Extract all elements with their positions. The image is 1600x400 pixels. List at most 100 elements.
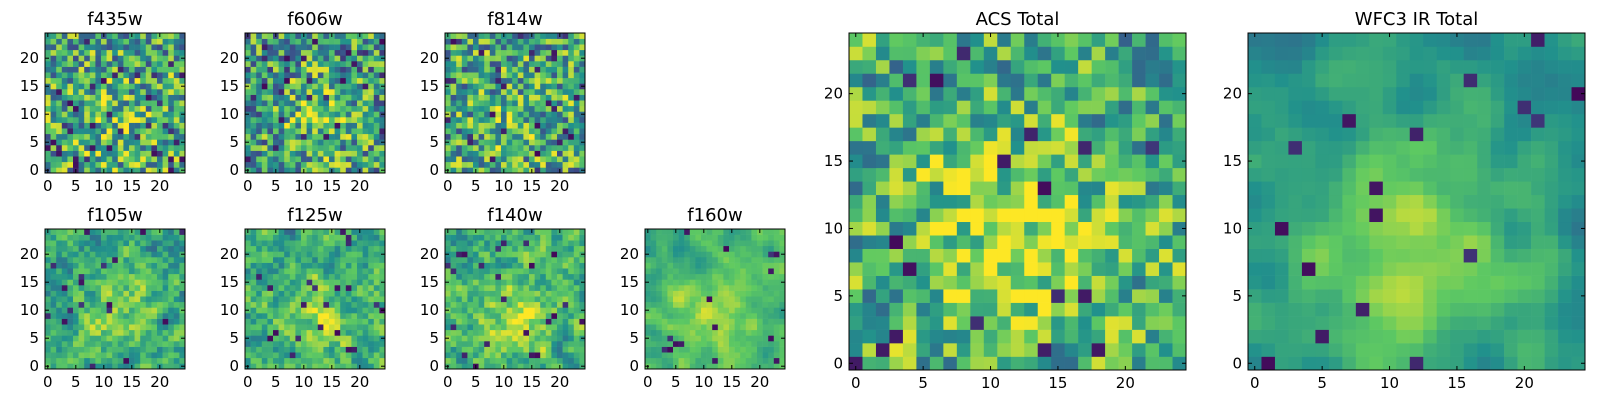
heatmap-cell xyxy=(473,105,479,112)
heatmap-cell xyxy=(289,251,296,258)
heatmap-cell xyxy=(78,55,85,62)
heatmap-cell xyxy=(123,285,130,291)
heatmap-cell xyxy=(295,100,302,107)
heatmap-cell xyxy=(250,72,257,79)
heatmap-cell xyxy=(875,275,890,290)
heatmap-cell xyxy=(84,61,91,67)
heatmap-cell xyxy=(916,235,931,249)
heatmap-cell xyxy=(112,161,119,168)
heatmap-cell xyxy=(956,221,971,236)
heatmap-cell xyxy=(645,257,651,263)
heatmap-cell xyxy=(723,290,730,297)
heatmap-cell xyxy=(245,273,251,280)
heatmap-cell xyxy=(573,156,580,163)
heatmap-cell xyxy=(56,357,63,364)
heatmap-cell xyxy=(512,61,519,67)
heatmap-cell xyxy=(862,221,877,236)
panel-title: f125w xyxy=(287,205,342,226)
heatmap-cell xyxy=(162,296,169,303)
heatmap-cell xyxy=(295,167,302,174)
heatmap-cell xyxy=(495,38,502,45)
heatmap-cell xyxy=(379,161,386,168)
heatmap-cell xyxy=(145,105,152,112)
heatmap-cell xyxy=(306,111,313,118)
heatmap-cell xyxy=(67,111,74,118)
heatmap-cell xyxy=(456,38,463,45)
heatmap-cell xyxy=(557,72,563,79)
heatmap-cell xyxy=(56,105,63,112)
heatmap-cell xyxy=(89,245,96,252)
heatmap-cell xyxy=(112,301,119,308)
heatmap-cell xyxy=(568,128,575,135)
heatmap-cell xyxy=(284,55,291,62)
heatmap-cell xyxy=(484,111,491,118)
y-tick-label: 10 xyxy=(420,105,439,123)
heatmap-cell xyxy=(723,324,730,331)
heatmap-cell xyxy=(84,161,91,168)
heatmap-cell xyxy=(345,128,352,135)
heatmap-cell xyxy=(573,150,580,157)
heatmap-cell xyxy=(723,279,730,286)
heatmap-cell xyxy=(50,285,57,291)
heatmap-cell xyxy=(129,105,135,112)
heatmap-cell xyxy=(512,128,519,135)
heatmap-cell xyxy=(306,324,313,331)
heatmap-cell xyxy=(701,234,707,241)
heatmap-cell xyxy=(445,150,451,157)
heatmap-cell xyxy=(256,273,263,280)
heatmap-cell xyxy=(173,240,180,247)
heatmap-cell xyxy=(540,66,547,73)
heatmap-cell xyxy=(261,229,268,235)
heatmap-cell xyxy=(729,273,735,280)
heatmap-cell xyxy=(162,139,169,146)
heatmap-cell xyxy=(1078,329,1092,344)
heatmap-cell xyxy=(773,352,780,359)
heatmap-cell xyxy=(106,161,113,168)
heatmap-cell xyxy=(84,38,91,45)
heatmap-cell xyxy=(317,296,324,303)
heatmap-cell xyxy=(95,161,102,168)
heatmap-cell xyxy=(478,262,485,269)
heatmap-cell xyxy=(551,89,558,95)
heatmap-cell xyxy=(78,156,85,163)
heatmap-cell xyxy=(145,77,152,84)
heatmap-cell xyxy=(461,161,468,168)
heatmap-cell xyxy=(557,279,563,286)
heatmap-cell xyxy=(445,100,451,107)
heatmap-cell xyxy=(875,316,890,330)
heatmap-cell xyxy=(997,316,1012,330)
heatmap-cell xyxy=(284,38,291,45)
heatmap-cell xyxy=(89,133,96,140)
heatmap-cell xyxy=(523,324,530,331)
heatmap-cell xyxy=(306,128,313,135)
heatmap-cell xyxy=(489,234,496,241)
heatmap-cell xyxy=(768,363,775,370)
heatmap-cell xyxy=(445,273,451,280)
heatmap-cell xyxy=(534,122,541,129)
heatmap-cell xyxy=(523,251,530,258)
heatmap-cell xyxy=(916,356,931,371)
heatmap-cell xyxy=(467,341,474,347)
heatmap-cell xyxy=(123,100,130,107)
heatmap-cell xyxy=(506,44,513,51)
heatmap-cell xyxy=(1132,275,1146,290)
heatmap-cell xyxy=(340,313,347,319)
heatmap-cell xyxy=(695,363,702,370)
heatmap-cell xyxy=(123,346,130,353)
heatmap-cell xyxy=(112,128,119,135)
heatmap-cell xyxy=(101,251,107,258)
heatmap-cell xyxy=(473,150,479,157)
heatmap-cell xyxy=(329,100,335,107)
heatmap-cell xyxy=(1159,194,1173,209)
heatmap-cell xyxy=(568,324,575,331)
heatmap-cell xyxy=(312,240,319,247)
heatmap-cell xyxy=(545,251,552,258)
heatmap-cell xyxy=(312,122,319,129)
heatmap-cell xyxy=(123,55,130,62)
heatmap-cell xyxy=(323,341,330,347)
heatmap-cell xyxy=(123,324,130,331)
heatmap-cell xyxy=(284,279,291,286)
heatmap-cell xyxy=(534,94,541,101)
heatmap-cell xyxy=(478,229,485,235)
